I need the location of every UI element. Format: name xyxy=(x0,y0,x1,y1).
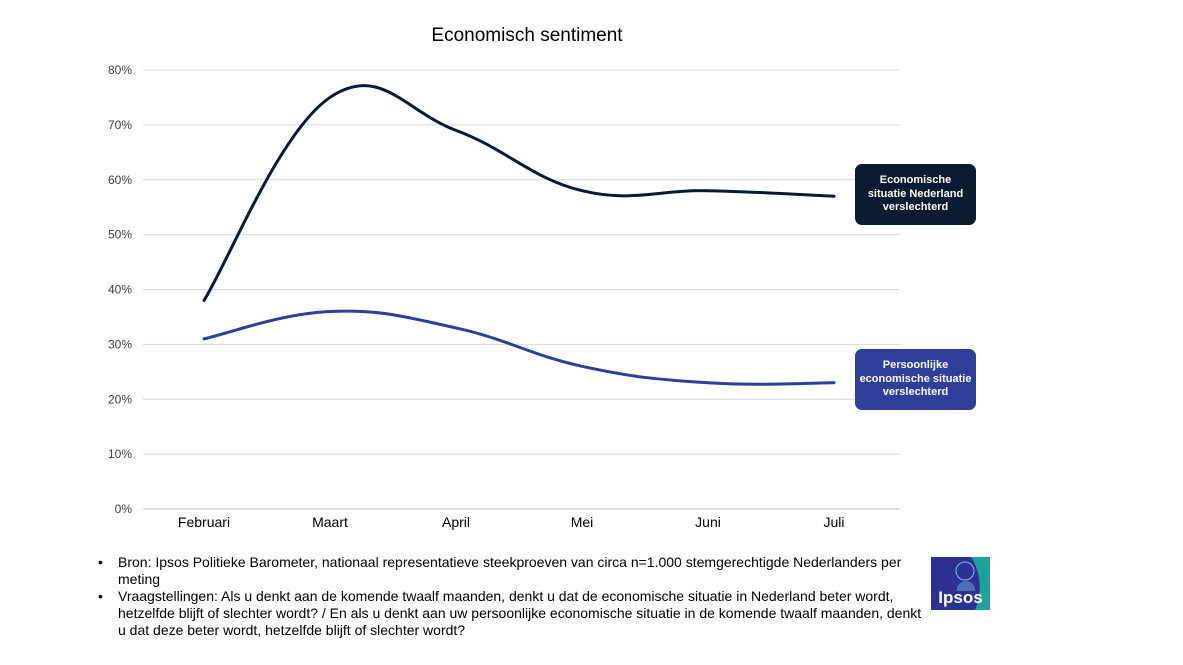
series-line-persoonlijk xyxy=(202,309,836,386)
x-tick-label: April xyxy=(442,514,470,530)
y-axis-ticks: 0% 10% 20% 30% 40% 50% 60% 70% 80% xyxy=(108,63,132,516)
y-tick-label: 70% xyxy=(108,118,132,132)
footnote-bron: Bron: Ipsos Politieke Barometer, nationa… xyxy=(98,554,928,588)
footnote-vraagstellingen: Vraagstellingen: Als u denkt aan de kome… xyxy=(98,588,928,639)
x-tick-label: Juli xyxy=(823,514,844,530)
gridlines xyxy=(143,69,900,510)
x-tick-label: Maart xyxy=(312,514,348,530)
y-tick-label: 80% xyxy=(108,63,132,77)
footnotes: Bron: Ipsos Politieke Barometer, nationa… xyxy=(98,554,928,639)
x-tick-label: Juni xyxy=(695,514,721,530)
series-lines xyxy=(202,84,836,386)
ipsos-logo: Ipsos xyxy=(931,557,990,610)
x-tick-label: Februari xyxy=(178,514,230,530)
chart: Economisch sentiment 0% 10% 20% 30% 40% 50% 60… xyxy=(108,25,900,530)
series-label-persoonlijk: Persoonlijke economische situatie versle… xyxy=(855,349,976,410)
ipsos-logo-icon xyxy=(955,557,990,610)
y-tick-label: 50% xyxy=(108,228,132,242)
x-axis-ticks: Februari Maart April Mei Juni Juli xyxy=(178,514,845,530)
series-line-economisch xyxy=(202,84,836,302)
y-tick-label: 10% xyxy=(108,447,132,461)
y-tick-label: 40% xyxy=(108,283,132,297)
chart-title: Economisch sentiment xyxy=(431,25,623,46)
y-tick-label: 20% xyxy=(108,392,132,406)
y-tick-label: 30% xyxy=(108,337,132,351)
ipsos-logo-text: Ipsos xyxy=(938,588,983,607)
y-tick-label: 60% xyxy=(108,173,132,187)
y-tick-label: 0% xyxy=(115,502,133,516)
x-tick-label: Mei xyxy=(571,514,594,530)
series-label-economisch: Economische situatie Nederland verslecht… xyxy=(855,164,976,225)
